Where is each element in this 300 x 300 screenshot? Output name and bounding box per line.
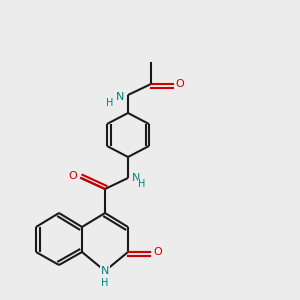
Text: H: H bbox=[101, 278, 109, 288]
Text: N: N bbox=[132, 173, 140, 183]
Text: O: O bbox=[69, 171, 77, 181]
Text: H: H bbox=[106, 98, 114, 108]
Text: N: N bbox=[116, 92, 124, 102]
Text: O: O bbox=[154, 247, 162, 257]
Text: N: N bbox=[101, 266, 109, 276]
Text: H: H bbox=[138, 179, 146, 189]
Text: O: O bbox=[176, 79, 184, 89]
